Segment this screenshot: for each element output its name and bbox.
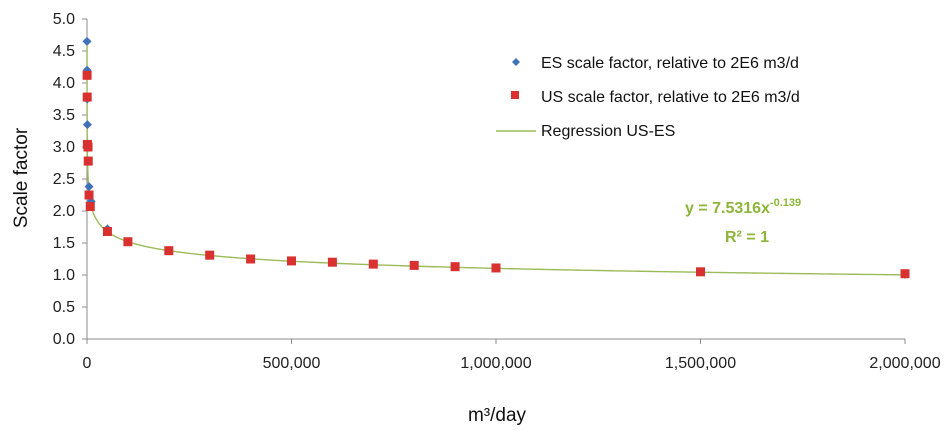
us-data-point — [491, 263, 501, 273]
us-data-point — [84, 190, 94, 200]
x-axis-title: m³/day — [468, 405, 527, 426]
us-data-point — [205, 250, 215, 260]
us-data-point — [164, 246, 174, 256]
x-tick-label: 2,000,000 — [869, 355, 940, 372]
y-tick-label: 3.0 — [53, 139, 75, 156]
us-data-point — [82, 92, 92, 102]
us-data-point — [696, 267, 705, 277]
legend-regression-label: Regression US-ES — [541, 123, 675, 140]
us-data-point — [83, 156, 93, 166]
equation-base: y = 7.5316x — [685, 200, 770, 217]
y-axis-title: Scale factor — [11, 127, 32, 228]
us-data-point — [409, 260, 419, 270]
legend-us-marker — [511, 91, 519, 99]
us-data-point — [900, 269, 910, 279]
es-data-point — [84, 182, 94, 192]
y-tick-label: 0.0 — [53, 331, 75, 348]
us-data-point — [327, 257, 337, 267]
us-data-point — [123, 237, 133, 247]
us-data-point — [83, 142, 93, 152]
y-tick-label: 5.0 — [53, 11, 75, 28]
regression-equation: y = 7.5316x-0.139 — [685, 197, 801, 217]
us-data-point — [450, 262, 460, 272]
us-data-point — [246, 254, 256, 264]
y-tick-label: 3.5 — [53, 107, 75, 124]
x-tick-label: 0 — [83, 355, 92, 372]
us-data-point — [82, 70, 92, 80]
regression-layer — [86, 38, 906, 276]
es-data-point — [82, 36, 92, 46]
legend-es-marker — [512, 58, 520, 66]
equation-exponent: -0.139 — [770, 197, 801, 209]
us-data-point — [287, 256, 296, 266]
y-tick-label: 4.5 — [53, 43, 75, 60]
us-data-point — [85, 202, 95, 212]
regression-r-squared: R² = 1 — [725, 229, 769, 246]
us-data-point — [102, 226, 112, 236]
x-axis: 0 500,000 1,000,000 1,500,000 2,000,000 — [83, 338, 941, 372]
y-tick-label: 2.5 — [53, 171, 75, 188]
x-tick-label: 500,000 — [263, 355, 321, 372]
points-layer — [82, 36, 910, 279]
us-data-point — [368, 259, 378, 269]
y-tick-label: 1.0 — [53, 267, 75, 284]
y-axis: 0.0 0.5 1.0 1.5 2.0 2.5 3.0 3.5 4.0 4.5 5.0 — [53, 11, 88, 348]
y-tick-label: 0.5 — [53, 299, 75, 316]
y-tick-label: 4.0 — [53, 75, 75, 92]
y-tick-label: 1.5 — [53, 235, 75, 252]
legend-us-label: US scale factor, relative to 2E6 m3/d — [541, 89, 800, 106]
y-tick-label: 2.0 — [53, 203, 75, 220]
es-data-point — [82, 120, 92, 130]
regression-curve — [86, 38, 906, 276]
legend: ES scale factor, relative to 2E6 m3/d US… — [496, 55, 800, 140]
legend-es-label: ES scale factor, relative to 2E6 m3/d — [541, 55, 799, 72]
x-tick-label: 1,000,000 — [460, 355, 531, 372]
x-tick-label: 1,500,000 — [665, 355, 736, 372]
